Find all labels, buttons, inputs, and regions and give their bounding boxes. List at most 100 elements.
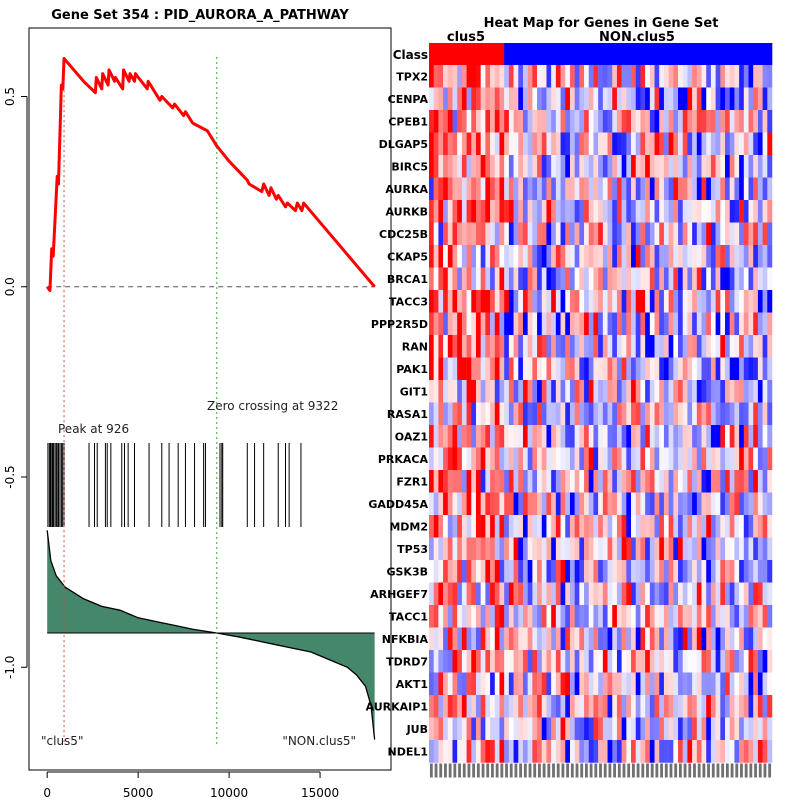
heatmap-cell (640, 470, 646, 493)
heatmap-cell (522, 290, 528, 313)
heatmap-cell (668, 605, 674, 628)
heatmap-cell (616, 740, 622, 763)
heatmap-cell (767, 200, 773, 223)
heatmap-cell (485, 222, 491, 246)
heatmap-cell (480, 110, 486, 133)
heatmap-cell (438, 65, 444, 88)
heatmap-cell (654, 110, 660, 133)
heatmap-cell (494, 672, 500, 696)
heatmap-cell (743, 65, 749, 88)
heatmap-cell (715, 515, 721, 538)
heatmap-cell (767, 267, 773, 291)
heatmap-cell (729, 672, 735, 696)
heatmap-cell (682, 200, 688, 223)
heatmap-cell (490, 560, 496, 583)
sample-tick (519, 763, 523, 778)
heatmap-cell (499, 537, 505, 561)
heatmap-cell (537, 470, 543, 493)
heatmap-cell (579, 87, 585, 111)
heatmap-cell (475, 605, 481, 628)
heatmap-cell (602, 87, 608, 111)
heatmap-cell (682, 717, 688, 741)
heatmap-cell (494, 425, 500, 448)
heatmap-cell (579, 402, 585, 426)
heatmap-cell (729, 110, 735, 133)
heatmap-cell (757, 312, 763, 336)
heatmap-cell (725, 695, 730, 718)
heatmap-cell (631, 717, 636, 741)
heatmap-cell (757, 177, 763, 201)
heatmap-cell (518, 447, 524, 471)
heatmap-cell (626, 695, 632, 718)
heatmap-cell (593, 470, 599, 493)
heatmap-cell (537, 65, 543, 88)
heatmap-cell (725, 267, 730, 291)
heatmap-cell (701, 627, 707, 651)
heatmap-cell (692, 132, 698, 156)
heatmap-cell (532, 177, 538, 201)
heatmap-cell (645, 447, 651, 471)
heatmap-cell (499, 290, 505, 313)
heatmap-cell (701, 177, 707, 201)
heatmap-cell (569, 155, 575, 178)
gene-labels: TPX2CENPACPEB1DLGAP5BIRC5AURKAAURKBCDC25… (366, 70, 429, 758)
heatmap-cell (654, 380, 660, 403)
heatmap-cell (720, 87, 726, 111)
sample-tick (584, 763, 588, 778)
y-axis-tick-label: -0.5 (3, 465, 17, 488)
heatmap-cell (471, 425, 477, 448)
heatmap-cell (753, 605, 759, 628)
sample-tick (589, 763, 593, 778)
heatmap-cell (607, 335, 613, 358)
heatmap-cell (584, 402, 590, 426)
heatmap-cell (640, 402, 646, 426)
heatmap-cell (692, 110, 698, 133)
heatmap-cell (748, 267, 754, 291)
heatmap-cell (767, 245, 773, 268)
heatmap-cell (593, 177, 599, 201)
heatmap-cell (546, 582, 552, 606)
heatmap-cell (518, 267, 524, 291)
sample-tick (617, 763, 621, 778)
heatmap-cell (710, 155, 716, 178)
heatmap-cell (607, 245, 613, 268)
heatmap-cell (541, 245, 547, 268)
heatmap-cell (541, 290, 547, 313)
heatmap-cell (429, 672, 434, 696)
sample-ticks (429, 763, 772, 778)
heatmap-cell (579, 222, 585, 246)
heatmap-cell (433, 155, 439, 178)
heatmap-cell (663, 605, 669, 628)
heatmap-cell (612, 470, 618, 493)
sample-tick (613, 763, 617, 778)
heatmap-cell (663, 695, 669, 718)
heatmap-cell (710, 267, 716, 291)
heatmap-cell (598, 312, 604, 336)
heatmap-cell (475, 470, 481, 493)
heatmap-cell (696, 110, 702, 133)
heatmap-cell (551, 177, 557, 201)
heatmap-cell (668, 177, 674, 201)
heatmap-cell (687, 200, 693, 223)
heatmap-cell (452, 650, 458, 673)
heatmap-cell (678, 110, 683, 133)
heatmap-cell (480, 402, 486, 426)
heatmap-cell (537, 357, 543, 381)
heatmap-cell (475, 132, 481, 156)
heatmap-cell (494, 245, 500, 268)
heatmap-cell (739, 222, 745, 246)
heatmap-cell (508, 177, 514, 201)
heatmap-cell (499, 425, 505, 448)
heatmap-cell (551, 560, 557, 583)
heatmap-cell (518, 560, 524, 583)
heatmap-cell (504, 605, 510, 628)
sample-tick (735, 763, 739, 778)
heatmap-cell (490, 717, 496, 741)
heatmap-cell (753, 402, 759, 426)
heatmap-cell (631, 672, 636, 696)
heatmap-cell (490, 267, 496, 291)
heatmap-cell (645, 132, 651, 156)
heatmap-cell (678, 740, 683, 763)
heatmap-cell (616, 200, 622, 223)
heatmap-cell (499, 132, 505, 156)
